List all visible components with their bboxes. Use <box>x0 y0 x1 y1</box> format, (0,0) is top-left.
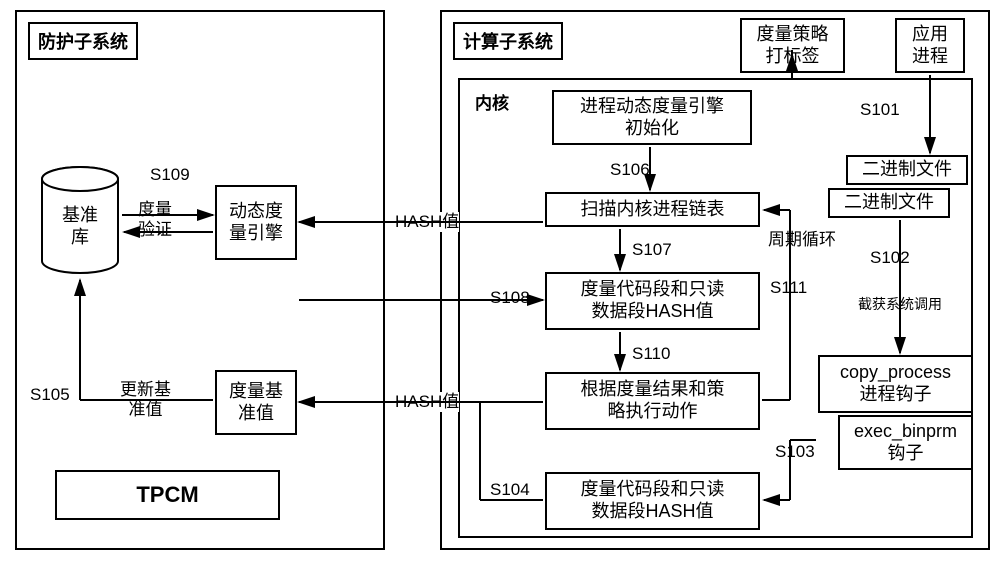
s111-label: S111 <box>770 278 807 298</box>
hash2-text: 度量代码段和只读 数据段HASH值 <box>581 479 725 522</box>
s102-label: S102 <box>870 248 910 268</box>
exec-binprm-hook: exec_binprm 钩子 <box>838 415 973 470</box>
cycle-label: 周期循环 <box>768 230 836 250</box>
s109-label: S109 <box>150 165 190 185</box>
app-process-box: 应用 进程 <box>895 18 965 73</box>
left-title-text: 防护子系统 <box>38 32 128 52</box>
baseline-db-label: 基准 库 <box>40 205 120 248</box>
s107-label: S107 <box>632 240 672 260</box>
scan-list-box: 扫描内核进程链表 <box>545 192 760 227</box>
s101-label: S101 <box>860 100 900 120</box>
s103-label: S103 <box>775 442 815 462</box>
dyn-engine-text: 动态度 量引擎 <box>229 201 283 244</box>
hash2-box: 度量代码段和只读 数据段HASH值 <box>545 472 760 530</box>
binary-file-2: 二进制文件 <box>828 188 950 218</box>
s105-text: 更新基 准值 <box>120 380 171 421</box>
copy-proc-text: copy_process 进程钩子 <box>840 362 951 405</box>
tpcm-box: TPCM <box>55 470 280 520</box>
s110-label: S110 <box>632 344 670 364</box>
bin1-text: 二进制文件 <box>862 159 952 181</box>
hash-label-2: HASH值 <box>395 392 459 412</box>
app-proc-text: 应用 进程 <box>912 24 948 67</box>
baseline-value: 度量基 准值 <box>215 370 297 435</box>
right-subsystem-title: 计算子系统 <box>453 22 563 60</box>
hash-label-1: HASH值 <box>395 212 459 232</box>
s109-text: 度量 验证 <box>138 200 172 241</box>
hash1-box: 度量代码段和只读 数据段HASH值 <box>545 272 760 330</box>
exec-action-box: 根据度量结果和策 略执行动作 <box>545 372 760 430</box>
scan-list-text: 扫描内核进程链表 <box>581 199 725 221</box>
init-engine-text: 进程动态度量引擎 初始化 <box>580 96 724 139</box>
right-title-text: 计算子系统 <box>463 32 553 52</box>
policy-tag-box: 度量策略 打标签 <box>740 18 845 73</box>
baseline-db-text: 基准 库 <box>62 205 98 247</box>
s102-text: 截获系统调用 <box>858 296 942 313</box>
kernel-title: 内核 <box>475 94 509 114</box>
binary-file-1: 二进制文件 <box>846 155 968 185</box>
exec-binprm-text: exec_binprm 钩子 <box>854 421 957 464</box>
s108-label: S108 <box>490 288 530 308</box>
left-subsystem-title: 防护子系统 <box>28 22 138 60</box>
policy-tag-text: 度量策略 打标签 <box>757 24 829 67</box>
hash1-text: 度量代码段和只读 数据段HASH值 <box>581 279 725 322</box>
s106-label: S106 <box>610 160 650 180</box>
exec-action-text: 根据度量结果和策 略执行动作 <box>581 379 725 422</box>
baseline-val-text: 度量基 准值 <box>229 381 283 424</box>
baseline-db: 基准 库 <box>40 165 120 275</box>
bin2-text: 二进制文件 <box>844 192 934 214</box>
dynamic-engine: 动态度 量引擎 <box>215 185 297 260</box>
left-subsystem-frame <box>15 10 385 550</box>
s105-label: S105 <box>30 385 70 405</box>
copy-process-hook: copy_process 进程钩子 <box>818 355 973 413</box>
tpcm-text: TPCM <box>136 482 198 508</box>
init-engine-box: 进程动态度量引擎 初始化 <box>552 90 752 145</box>
s104-label: S104 <box>490 480 530 500</box>
